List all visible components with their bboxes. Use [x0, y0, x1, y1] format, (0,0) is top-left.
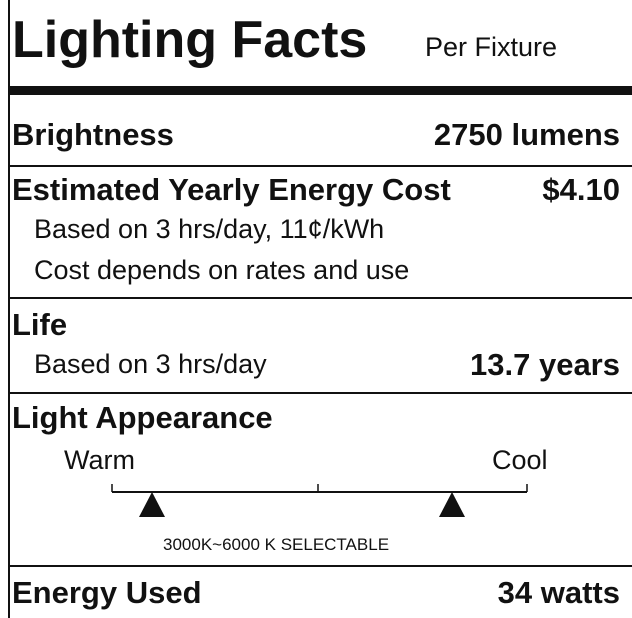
energy-cost-label: Estimated Yearly Energy Cost — [12, 172, 451, 207]
scale-marker — [139, 492, 165, 517]
title: Lighting Facts — [12, 11, 368, 69]
energy-used-label: Energy Used — [12, 575, 202, 610]
light-appearance-label: Light Appearance — [12, 400, 273, 435]
energy-cost-value: $4.10 — [542, 172, 620, 207]
subtitle: Per Fixture — [425, 32, 558, 62]
left-border — [8, 0, 10, 618]
divider — [8, 565, 632, 567]
divider — [8, 165, 632, 167]
thick-rule — [8, 86, 632, 95]
brightness-label: Brightness — [12, 117, 174, 152]
divider — [8, 392, 632, 394]
life-value: 13.7 years — [470, 347, 620, 382]
energy-used-value: 34 watts — [497, 575, 620, 610]
appearance-note: 3000K~6000 K SELECTABLE — [163, 535, 390, 554]
scale-label-warm: Warm — [64, 445, 135, 475]
energy-cost-note: Based on 3 hrs/day, 11¢/kWh — [34, 214, 385, 244]
divider — [8, 297, 632, 299]
brightness-value: 2750 lumens — [433, 117, 620, 152]
life-note: Based on 3 hrs/day — [34, 349, 267, 379]
scale-label-cool: Cool — [492, 445, 548, 475]
scale-marker — [439, 492, 465, 517]
energy-cost-note: Cost depends on rates and use — [34, 255, 410, 285]
life-label: Life — [12, 307, 68, 342]
